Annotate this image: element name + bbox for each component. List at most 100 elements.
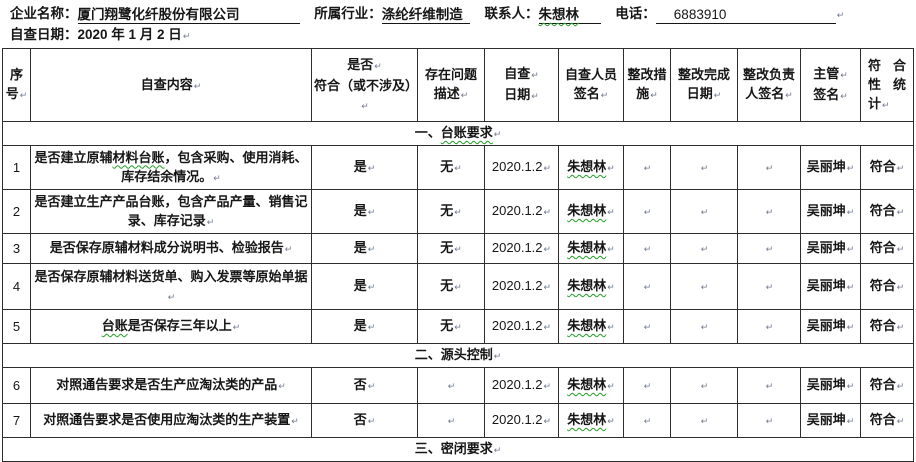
cell-supervisor[interactable]: 吴丽坤↵ xyxy=(800,233,861,264)
cell-date[interactable]: 2020.1.2↵ xyxy=(484,233,559,264)
paragraph-mark: ↵ xyxy=(643,163,652,173)
cell-no[interactable]: 5 xyxy=(2,309,31,344)
cell-measure[interactable]: ↵ xyxy=(623,309,671,344)
phone-field[interactable]: 6883910 xyxy=(655,7,836,24)
cell-comply[interactable]: 否↵ xyxy=(311,403,418,438)
paragraph-mark: ↵ xyxy=(643,244,652,254)
cell-responsible[interactable]: ↵ xyxy=(737,145,801,190)
cell-inspector[interactable]: 朱想林↵ xyxy=(558,189,624,234)
cell-problem[interactable]: ↵ xyxy=(417,367,485,404)
paragraph-mark: ↵ xyxy=(543,381,552,391)
cell-responsible[interactable]: ↵ xyxy=(737,263,801,310)
cell-measure[interactable]: ↵ xyxy=(623,367,671,404)
cell-measure[interactable]: ↵ xyxy=(623,263,671,310)
cell-finish-date[interactable]: ↵ xyxy=(670,263,738,310)
cell-stat[interactable]: 符合↵ xyxy=(860,189,914,234)
cell-no[interactable]: 3 xyxy=(2,233,31,264)
cell-no[interactable]: 2 xyxy=(2,189,31,234)
cell-measure[interactable]: ↵ xyxy=(623,403,671,438)
cell-responsible[interactable]: ↵ xyxy=(737,403,801,438)
cell-content[interactable]: 是否建立原辅材料台账，包含采购、使用消耗、库存结余情况。↵ xyxy=(30,145,312,190)
cell-problem[interactable]: 无↵ xyxy=(417,189,485,234)
cell-problem[interactable]: 无↵ xyxy=(417,145,485,190)
paragraph-mark: ↵ xyxy=(213,172,221,183)
cell-stat[interactable]: 符合↵ xyxy=(860,263,914,310)
cell-comply[interactable]: 是↵ xyxy=(311,263,418,310)
cell-finish-date[interactable]: ↵ xyxy=(670,145,738,190)
cell-problem[interactable]: 无↵ xyxy=(417,263,485,310)
cell-responsible[interactable]: ↵ xyxy=(737,309,801,344)
paragraph-mark: ↵ xyxy=(700,322,709,332)
paragraph-mark: ↵ xyxy=(447,416,456,426)
cell-problem[interactable]: 无↵ xyxy=(417,309,485,344)
cell-inspector[interactable]: 朱想林↵ xyxy=(558,309,624,344)
cell-measure[interactable]: ↵ xyxy=(623,189,671,234)
cell-finish-date[interactable]: ↵ xyxy=(670,189,738,234)
cell-no[interactable]: 7 xyxy=(2,403,31,438)
section-title[interactable]: 二、源头控制↵ xyxy=(2,343,914,368)
paragraph-mark: ↵ xyxy=(367,381,376,391)
cell-no[interactable]: 1 xyxy=(2,145,31,190)
cell-content[interactable]: 是否保存原辅材料成分说明书、检验报告↵ xyxy=(30,233,312,264)
cell-responsible[interactable]: ↵ xyxy=(737,367,801,404)
cell-comply[interactable]: 是↵ xyxy=(311,189,418,234)
cell-no[interactable]: 4 xyxy=(2,263,31,310)
cell-finish-date[interactable]: ↵ xyxy=(670,367,738,404)
cell-stat[interactable]: 符合↵ xyxy=(860,233,914,264)
cell-finish-date[interactable]: ↵ xyxy=(670,309,738,344)
cell-content[interactable]: 对照通告要求是否使用应淘汰类的生产装置↵ xyxy=(30,403,312,438)
cell-measure[interactable]: ↵ xyxy=(623,233,671,264)
cell-problem[interactable]: 无↵ xyxy=(417,233,485,264)
cell-supervisor[interactable]: 吴丽坤↵ xyxy=(800,263,861,310)
cell-inspector[interactable]: 朱想林↵ xyxy=(558,233,624,264)
cell-date[interactable]: 2020.1.2↵ xyxy=(484,189,559,234)
cell-date[interactable]: 2020.1.2↵ xyxy=(484,145,559,190)
cell-no[interactable]: 6 xyxy=(2,367,31,404)
cell-inspector[interactable]: 朱想林↵ xyxy=(558,145,624,190)
cell-stat[interactable]: 符合↵ xyxy=(860,367,914,404)
cell-measure[interactable]: ↵ xyxy=(623,145,671,190)
cell-comply[interactable]: 是↵ xyxy=(311,233,418,264)
cell-inspector[interactable]: 朱想林↵ xyxy=(558,403,624,438)
cell-inspector[interactable]: 朱想林↵ xyxy=(558,263,624,310)
paragraph-mark: ↵ xyxy=(543,416,552,426)
company-name-field[interactable]: 厦门翔鹭化纤股份有限公司 xyxy=(77,7,300,24)
cell-supervisor[interactable]: 吴丽坤↵ xyxy=(800,145,861,190)
paragraph-mark: ↵ xyxy=(367,244,376,254)
cell-supervisor[interactable]: 吴丽坤↵ xyxy=(800,403,861,438)
inspection-date-value[interactable]: 2020 年 1 月 2 日 xyxy=(77,27,182,42)
cell-comply[interactable]: 是↵ xyxy=(311,309,418,344)
cell-supervisor[interactable]: 吴丽坤↵ xyxy=(800,367,861,404)
paragraph-mark: ↵ xyxy=(765,163,774,173)
cell-stat[interactable]: 符合↵ xyxy=(860,145,914,190)
cell-stat[interactable]: 符合↵ xyxy=(860,309,914,344)
cell-comply[interactable]: 否↵ xyxy=(311,367,418,404)
cell-comply[interactable]: 是↵ xyxy=(311,145,418,190)
cell-date[interactable]: 2020.1.2↵ xyxy=(484,367,559,404)
contact-field[interactable]: 朱想林 xyxy=(538,7,601,24)
cell-content[interactable]: 是否建立生产产品台账，包含产品产量、销售记录、库存记录↵ xyxy=(30,189,312,234)
paragraph-mark: ↵ xyxy=(836,10,845,20)
section-title[interactable]: 一、台账要求↵ xyxy=(2,121,914,146)
paragraph-mark: ↵ xyxy=(846,381,855,391)
section-title[interactable]: 三、密闭要求↵ xyxy=(2,437,914,462)
cell-problem[interactable]: ↵ xyxy=(417,403,485,438)
paragraph-mark: ↵ xyxy=(607,416,615,426)
industry-field[interactable]: 涤纶纤维制造 xyxy=(381,7,470,24)
paragraph-mark: ↵ xyxy=(765,322,774,332)
cell-responsible[interactable]: ↵ xyxy=(737,189,801,234)
cell-stat[interactable]: 符合↵ xyxy=(860,403,914,438)
cell-date[interactable]: 2020.1.2↵ xyxy=(484,263,559,310)
cell-inspector[interactable]: 朱想林↵ xyxy=(558,367,624,404)
company-label: 企业名称： xyxy=(10,6,78,21)
cell-content[interactable]: 对照通告要求是否生产应淘汰类的产品↵ xyxy=(30,367,312,404)
cell-content[interactable]: 是否保存原辅材料送货单、购入发票等原始单据↵ xyxy=(30,263,312,310)
cell-date[interactable]: 2020.1.2↵ xyxy=(484,403,559,438)
cell-finish-date[interactable]: ↵ xyxy=(670,403,738,438)
cell-supervisor[interactable]: 吴丽坤↵ xyxy=(800,309,861,344)
cell-finish-date[interactable]: ↵ xyxy=(670,233,738,264)
cell-supervisor[interactable]: 吴丽坤↵ xyxy=(800,189,861,234)
cell-content[interactable]: 台账是否保存三年以上↵ xyxy=(30,309,312,344)
cell-responsible[interactable]: ↵ xyxy=(737,233,801,264)
cell-date[interactable]: 2020.1.2↵ xyxy=(484,309,559,344)
